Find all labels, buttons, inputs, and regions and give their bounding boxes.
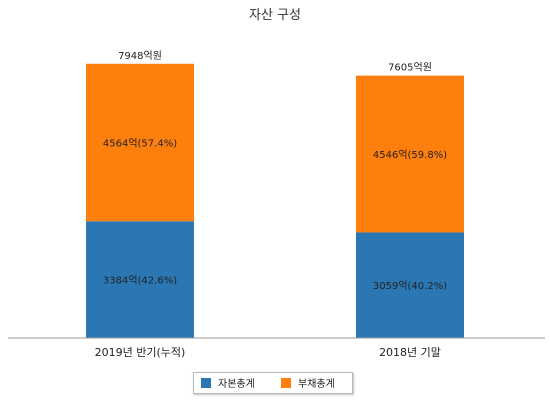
bar-segment-equity-0 [86,221,194,338]
total-label-1: 7605억원 [388,62,432,74]
data-label-equity-0: 3384억(42.6%) [103,275,177,287]
data-label-liabilities-1: 4546억(59.8%) [373,149,447,161]
chart-title: 자산 구성 [249,8,301,23]
x-tick-label-0: 2019년 반기(누적) [95,346,186,359]
legend [193,372,353,394]
bar-segment-liabilities-0 [86,63,194,222]
bars: 3384억(42.6%) 4564억(57.4%) 7948억원 3059억(40.2… [86,50,464,338]
bar-segment-liabilities-1 [356,75,464,233]
total-label-0: 7948억원 [118,50,162,62]
x-axis-labels: 2019년 반기(누적) 2018년 기말 [95,346,441,359]
bar-segment-equity-1 [356,232,464,338]
x-tick-label-1: 2018년 기말 [379,346,441,359]
data-label-liabilities-0: 4564억(57.4%) [103,138,177,150]
data-label-equity-1: 3059억(40.2%) [373,280,447,292]
